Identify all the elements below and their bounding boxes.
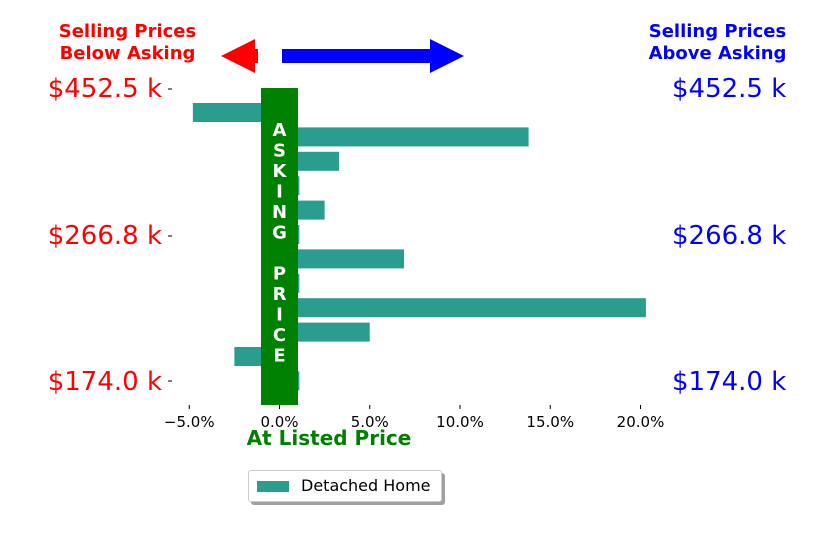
- x-tick-label-4: 10.0%: [436, 413, 484, 431]
- y-label-right-mid: $266.8 k: [672, 221, 787, 251]
- below-asking-line-2: Below Asking: [59, 43, 196, 64]
- band-letter-5: N: [272, 202, 287, 223]
- right-arrow-icon: [282, 39, 464, 73]
- y-label-right-top: $452.5 k: [672, 74, 787, 104]
- above-asking-line-2: Above Asking: [648, 43, 787, 64]
- left-arrow-icon: [221, 39, 258, 73]
- bar-2: [279, 127, 529, 147]
- band-letter-12: E: [273, 346, 285, 367]
- y-label-left-bottom: $174.0 k: [47, 367, 162, 397]
- band-letter-6: G: [272, 223, 287, 244]
- bar-1: [192, 103, 280, 122]
- band-letter-1: A: [273, 120, 287, 141]
- x-tick-label-6: 20.0%: [616, 413, 665, 431]
- legend: Detached Home: [248, 470, 442, 502]
- bar-7: [279, 249, 405, 269]
- x-tick-label-5: 15.0%: [526, 413, 575, 431]
- x-tick-label-2: 0.0%: [260, 413, 299, 431]
- bar-10: [279, 322, 370, 342]
- band-letter-10: I: [276, 305, 283, 326]
- legend-swatch: [257, 481, 289, 492]
- asking-price-band: [261, 88, 298, 405]
- band-letter-9: R: [273, 284, 287, 305]
- x-tick-label-3: 5.0%: [350, 413, 389, 431]
- y-label-left-top: $452.5 k: [47, 74, 162, 104]
- y-label-left-mid: $266.8 k: [47, 221, 162, 251]
- band-letter-2: S: [273, 141, 286, 162]
- band-letter-11: C: [273, 325, 286, 346]
- band-letter-4: I: [276, 182, 283, 203]
- band-letter-8: P: [273, 264, 286, 285]
- legend-label: Detached Home: [301, 476, 431, 495]
- below-asking-line-1: Selling Prices: [58, 21, 197, 42]
- x-axis-label: At Listed Price: [246, 426, 412, 450]
- x-tick-label-1: −5.0%: [163, 413, 215, 431]
- band-letter-3: K: [273, 161, 288, 182]
- bar-9: [279, 298, 646, 318]
- y-label-right-bottom: $174.0 k: [672, 367, 787, 397]
- above-asking-header: Selling Prices Above Asking: [630, 21, 805, 65]
- below-asking-header: Selling Prices Below Asking: [40, 21, 215, 65]
- above-asking-line-1: Selling Prices: [648, 21, 787, 42]
